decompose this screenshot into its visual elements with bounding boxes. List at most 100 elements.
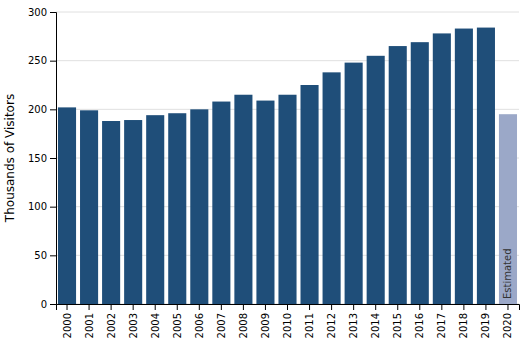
- tick: 2008: [238, 304, 249, 338]
- tick: 300: [28, 7, 56, 18]
- tick-label: 300: [28, 7, 47, 18]
- tick-mark: [177, 304, 178, 310]
- tick-mark: [50, 304, 56, 305]
- tick: 2000: [62, 304, 73, 338]
- bar: [499, 114, 517, 304]
- y-axis: 0 50 100 150 200 250 300: [28, 7, 57, 310]
- axis-line: [57, 305, 520, 311]
- bar: [278, 95, 296, 304]
- tick-label: 250: [28, 55, 47, 66]
- tick-mark: [243, 304, 244, 310]
- tick: 2013: [348, 304, 359, 338]
- tick-label: 2019: [480, 313, 491, 338]
- tick-mark: [265, 304, 266, 310]
- tick-mark: [67, 304, 68, 310]
- bar: [146, 115, 164, 304]
- tick: 2014: [370, 304, 381, 338]
- tick-label: 100: [28, 201, 47, 212]
- tick-mark: [111, 304, 112, 310]
- tick-mark: [485, 304, 486, 310]
- tick: 2004: [150, 304, 161, 338]
- tick: 2019: [480, 304, 491, 338]
- tick: 50: [34, 250, 56, 261]
- tick-label: 2009: [260, 313, 271, 338]
- tick: 200: [28, 104, 56, 115]
- bar: [234, 95, 252, 304]
- tick: 2007: [216, 304, 227, 338]
- tick-label: 150: [28, 153, 47, 164]
- plot-area: 0501001502002503002000200120022003200420…: [28, 7, 520, 339]
- tick-label: 2007: [216, 313, 227, 338]
- tick: 2001: [84, 304, 95, 338]
- tick-label: 2002: [106, 313, 117, 338]
- bar: [102, 121, 120, 304]
- tick-label: 0: [41, 299, 47, 310]
- tick-mark: [441, 304, 442, 310]
- bar: [58, 107, 76, 304]
- tick-mark: [309, 304, 310, 310]
- tick: 2002: [106, 304, 117, 338]
- tick-label: 2001: [84, 313, 95, 338]
- tick-label: 2020: [502, 313, 513, 338]
- tick-mark: [463, 304, 464, 310]
- bar: [323, 72, 341, 304]
- tick: 0: [41, 299, 56, 310]
- tick-mark: [221, 304, 222, 310]
- tick: 2010: [282, 304, 293, 338]
- tick-label: 50: [34, 250, 47, 261]
- tick: 2016: [414, 304, 425, 338]
- grid-line: [56, 12, 519, 13]
- tick: 2018: [458, 304, 469, 338]
- tick-mark: [50, 61, 56, 62]
- tick-label: 2016: [414, 313, 425, 338]
- tick: 2005: [172, 304, 183, 338]
- tick-mark: [50, 255, 56, 256]
- tick-label: 2003: [128, 313, 139, 338]
- tick-label: 2014: [370, 313, 381, 338]
- tick-mark: [50, 207, 56, 208]
- tick-mark: [419, 304, 420, 310]
- bar: [345, 63, 363, 304]
- grid: [56, 12, 519, 304]
- tick-label: 2012: [326, 313, 337, 338]
- tick-label: 2013: [348, 313, 359, 338]
- bars: [58, 28, 517, 304]
- tick-mark: [50, 109, 56, 110]
- tick-mark: [50, 12, 56, 13]
- tick-label: 2006: [194, 313, 205, 338]
- bar: [367, 56, 385, 304]
- tick-label: 2015: [392, 313, 403, 338]
- tick: 2020: [502, 304, 513, 338]
- bar: [124, 120, 142, 304]
- tick: 2009: [260, 304, 271, 338]
- tick-mark: [50, 158, 56, 159]
- tick: 2003: [128, 304, 139, 338]
- tick: 2017: [436, 304, 447, 338]
- tick-mark: [507, 304, 508, 310]
- tick-label: 2005: [172, 313, 183, 338]
- bar: [477, 28, 495, 304]
- bar: [212, 102, 230, 304]
- tick-label: 2017: [436, 313, 447, 338]
- tick-mark: [397, 304, 398, 310]
- bar: [389, 46, 407, 304]
- tick-mark: [155, 304, 156, 310]
- bar: [80, 110, 98, 304]
- bar: [168, 113, 186, 304]
- tick-mark: [331, 304, 332, 310]
- tick-label: 200: [28, 104, 47, 115]
- bar: [411, 42, 429, 304]
- tick-label: 2011: [304, 313, 315, 338]
- tick: 2012: [326, 304, 337, 338]
- tick-label: 2000: [62, 313, 73, 338]
- y-axis-title: Thousands of Visitors: [3, 94, 17, 223]
- tick-mark: [287, 304, 288, 310]
- bar: [301, 85, 319, 304]
- tick: 2006: [194, 304, 205, 338]
- x-axis: 2000 2001 2002 2003 2004 2005 2006 2007 2008 2009…: [57, 304, 520, 338]
- axis-line: [50, 13, 57, 305]
- tick-mark: [353, 304, 354, 310]
- tick: 2011: [304, 304, 315, 338]
- tick: 2015: [392, 304, 403, 338]
- tick-label: 2010: [282, 313, 293, 338]
